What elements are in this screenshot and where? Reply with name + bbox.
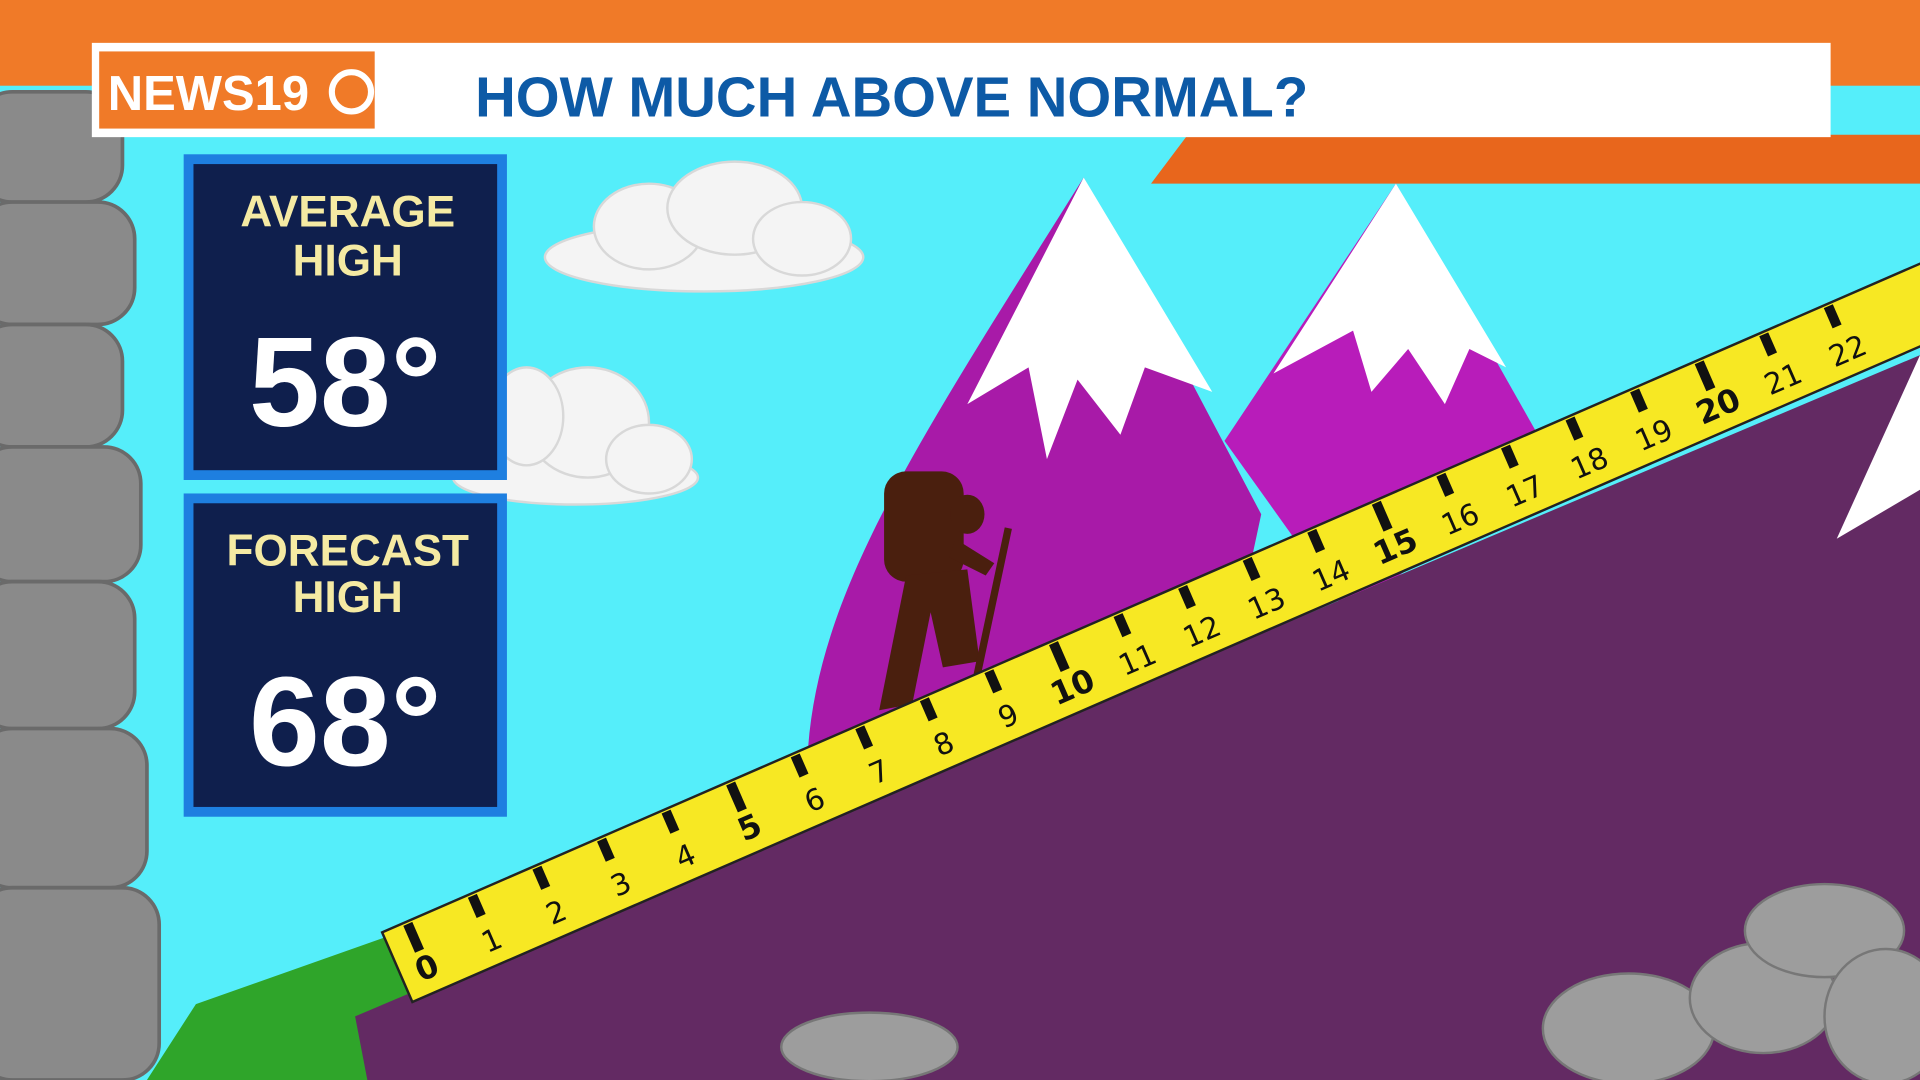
snow-cap (1273, 183, 1507, 405)
ruler-tick (1178, 585, 1196, 610)
ruler-tick (1113, 613, 1132, 638)
logo: NEWS19 (108, 67, 309, 121)
card-label: FORECAST (227, 527, 470, 576)
ruler-tick (1307, 528, 1326, 553)
ruler-tick (1048, 641, 1070, 673)
ruler-tick (726, 781, 747, 813)
rock-wall (0, 90, 162, 1080)
ruler-tick (1823, 304, 1842, 329)
card-value: 68° (249, 650, 442, 792)
ruler-tick (790, 753, 809, 778)
ruler-tick (467, 893, 486, 918)
ruler-tick (403, 921, 425, 953)
ruler-tick (1759, 332, 1778, 357)
card-label: HIGH (293, 573, 403, 622)
ruler-tick (855, 725, 874, 750)
ruler-tick (1565, 416, 1584, 441)
snow-cap (967, 177, 1213, 460)
logo-eye (328, 69, 375, 115)
ruler-tick (1371, 500, 1393, 532)
card-value: 58° (249, 311, 442, 453)
card-label: AVERAGE (240, 188, 455, 237)
cloud (543, 160, 865, 293)
header-bar (91, 42, 1831, 138)
ruler-tick (984, 669, 1003, 694)
ruler-tick (919, 697, 938, 722)
hiker (879, 471, 1012, 711)
logo-box (99, 51, 375, 129)
ruler-tick (661, 809, 680, 834)
title: HOW MUCH ABOVE NORMAL? (475, 65, 1308, 128)
card-box (183, 493, 507, 817)
rocks (780, 882, 1920, 1080)
card-box (183, 154, 507, 480)
ruler-tick (1694, 360, 1716, 392)
ruler-tick (532, 865, 551, 890)
card: FORECAST HIGH 68° (183, 493, 507, 817)
card-label: HIGH (293, 237, 403, 286)
ruler-tick (1630, 388, 1648, 413)
ruler-tick (1242, 556, 1261, 582)
ruler-tick (1500, 444, 1519, 469)
ruler-tick (597, 837, 615, 862)
orange-wedge (1151, 134, 1920, 184)
card: AVERAGE HIGH 58° (183, 154, 507, 480)
slope (355, 355, 1920, 1080)
cloud (451, 366, 700, 506)
ruler-body (380, 237, 1920, 1004)
snow-cap (1836, 355, 1920, 539)
ruler-tick (1436, 472, 1455, 497)
